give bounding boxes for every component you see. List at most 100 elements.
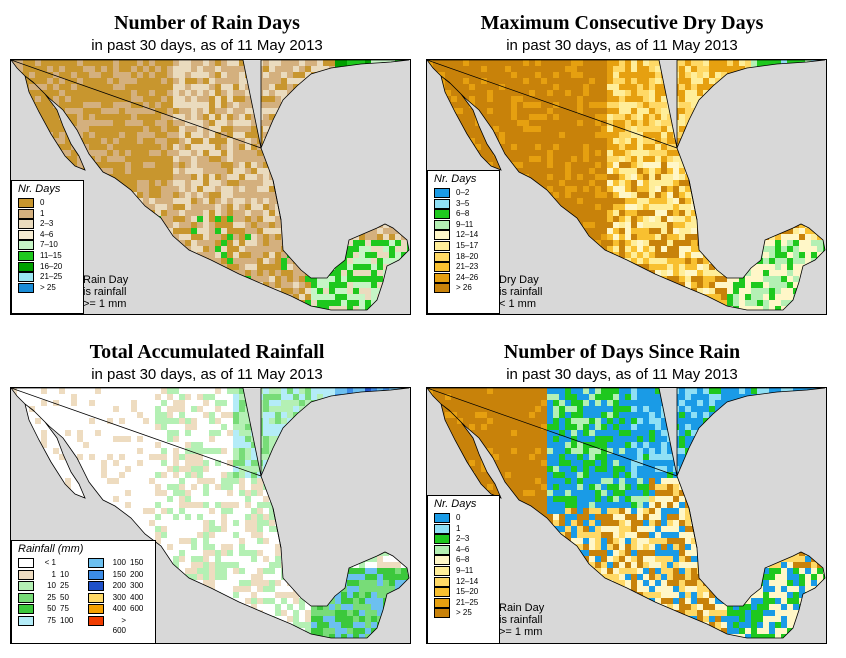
note-line: is rainfall	[499, 614, 543, 626]
legend-swatch	[434, 608, 450, 619]
note-line: < 1 mm	[499, 298, 536, 310]
legend-swatch	[18, 604, 34, 614]
legend-range-high: 50	[60, 592, 69, 602]
legend-range-low: 200	[112, 581, 126, 590]
legend-item: 6–8	[428, 209, 499, 220]
legend-label: 15–20	[456, 587, 479, 597]
panel-subtitle: in past 30 days, as of 11 May 2013	[91, 37, 323, 54]
panel-rainfall: Total Accumulated Rainfall in past 30 da…	[2, 330, 412, 648]
legend-item: 7–10	[12, 240, 83, 251]
coastline	[11, 60, 410, 311]
legend-label: 2–3	[456, 534, 470, 544]
legend-label: > 26	[456, 283, 472, 293]
legend-label: 7–10	[40, 240, 58, 250]
panel-subtitle: in past 30 days, as of 11 May 2013	[91, 366, 323, 383]
legend-swatch	[88, 604, 104, 614]
definition-note: Dry Day is rainfall < 1 mm	[499, 274, 542, 310]
legend-item: 3–5	[428, 198, 499, 210]
legend-item: 24–26	[428, 272, 499, 284]
legend-swatch	[18, 219, 34, 230]
legend: Rainfall (mm) < 1 1 10 10 25 25 50 50 75 75 100 100…	[11, 540, 156, 644]
legend-range-high: 300	[130, 581, 144, 590]
legend-range-high: 150	[130, 558, 144, 567]
note-line: Rain Day	[83, 274, 129, 286]
panel-subtitle: in past 30 days, as of 11 May 2013	[506, 37, 738, 54]
legend-label: > 25	[456, 608, 472, 618]
legend-item: > 25	[428, 608, 499, 619]
legend-item: 15–20	[428, 587, 499, 598]
legend-label: 9–11	[456, 565, 474, 575]
legend-label: 15–17	[456, 240, 479, 250]
legend-swatch	[88, 615, 104, 626]
legend-swatch	[434, 587, 450, 598]
legend-title: Nr. Days	[434, 498, 477, 510]
legend-item: 1	[12, 208, 83, 220]
country-border	[427, 60, 698, 221]
definition-note: Rain Day is rainfall >= 1 mm	[499, 602, 544, 638]
map-canvas	[427, 388, 826, 639]
legend-item: 9–11	[428, 565, 499, 577]
legend-swatch	[434, 597, 450, 608]
panel-title: Number of Rain Days	[114, 12, 300, 34]
legend-label: 4–6	[456, 544, 470, 554]
legend-range-high: 25	[60, 581, 69, 590]
legend-swatch	[88, 558, 104, 568]
legend-swatch	[18, 261, 34, 272]
legend-swatch	[18, 569, 34, 580]
legend-item: > 25	[12, 282, 83, 294]
legend-item: 2–3	[12, 219, 83, 230]
legend-swatch	[434, 262, 450, 273]
legend-range-low: 25	[47, 592, 56, 602]
legend-swatch	[434, 230, 450, 241]
legend-range-low: 1	[51, 569, 56, 579]
legend-item: 0	[428, 513, 499, 524]
legend-label: 1	[456, 523, 461, 533]
legend-range-high: 10	[60, 569, 69, 579]
legend-range-low: 150	[112, 569, 126, 579]
legend-label: 21–23	[456, 262, 479, 272]
note-line: is rainfall	[83, 286, 127, 298]
legend-title: Rainfall (mm)	[18, 543, 84, 555]
legend-swatch	[434, 544, 450, 555]
legend-label: 0–2	[456, 188, 470, 197]
legend-label: 2–3	[40, 219, 54, 229]
panel-title: Total Accumulated Rainfall	[89, 341, 325, 363]
legend-range-low: 50	[47, 604, 56, 613]
legend-label: 24–26	[456, 272, 479, 282]
legend-swatch	[434, 555, 450, 566]
legend-label: 16–20	[40, 261, 63, 271]
legend-swatch	[18, 229, 34, 240]
legend-swatch	[18, 592, 34, 603]
legend-label: 6–8	[456, 209, 470, 219]
legend-label: 0	[40, 198, 45, 207]
legend-label: > 25	[40, 282, 56, 292]
legend-item: 21–25	[12, 272, 83, 283]
legend-swatch	[434, 240, 450, 251]
legend-swatch	[18, 558, 34, 568]
legend-swatch	[434, 209, 450, 220]
legend-range-low: < 1	[44, 558, 56, 567]
legend-swatch	[88, 569, 104, 580]
legend-item: 4–6	[12, 229, 83, 241]
legend-label: 18–20	[456, 251, 479, 261]
coastline	[427, 388, 826, 639]
legend-swatch	[434, 565, 450, 576]
legend-item: 0	[12, 198, 83, 209]
legend-range-low: 10	[47, 581, 56, 590]
legend-item: 16–20	[12, 261, 83, 273]
coastline	[427, 60, 826, 311]
legend-label: 11–15	[40, 250, 62, 260]
legend-item: 21–23	[428, 262, 499, 273]
country-border	[11, 388, 282, 549]
legend-item: 4–6	[428, 544, 499, 556]
legend-range-high: 75	[60, 604, 69, 613]
legend-swatch	[88, 581, 104, 591]
note-line: Rain Day	[499, 602, 545, 614]
legend-range-low: 75	[47, 615, 56, 625]
legend-swatch	[18, 272, 34, 283]
legend-range-high: 200	[130, 569, 144, 579]
map-canvas	[11, 388, 410, 639]
legend-title: Nr. Days	[18, 183, 61, 195]
legend-item: 18–20	[428, 251, 499, 263]
legend-item: 15–17	[428, 240, 499, 252]
